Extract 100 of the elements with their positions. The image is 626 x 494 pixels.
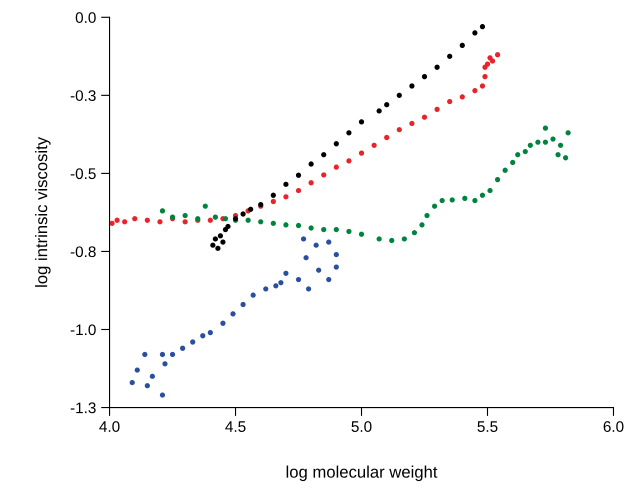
point [447,54,452,59]
point [190,339,196,345]
point [296,188,302,194]
y-tick-label: -1.0 [70,324,96,336]
x-tick-label: 5.0 [352,421,372,432]
y-tick-label: 0.0 [76,12,96,23]
point [258,219,264,224]
point [515,152,520,158]
point [240,211,246,217]
point [150,374,155,379]
y-axis-title: log intrinsic viscosity [35,136,51,287]
point [296,172,302,178]
point [250,292,256,298]
point [334,141,339,146]
point [346,228,352,234]
x-tick-label: 4.0 [99,421,120,432]
point [308,225,314,231]
y-tick-label: -0.5 [70,168,96,180]
point [447,98,452,104]
point [283,182,289,187]
point [162,361,168,366]
point [270,220,276,226]
point [412,230,418,236]
x-tick-label: 5.5 [477,421,498,432]
point [480,192,486,198]
point [303,255,309,260]
point [358,150,364,156]
x-axis-title: log molecular weight [286,466,438,482]
point [396,127,402,132]
point [210,242,216,248]
point [482,74,488,80]
y-tick-label: -0.8 [70,246,96,258]
point [376,236,382,242]
point [372,142,377,148]
point [240,302,246,308]
point [212,214,218,220]
point [472,88,478,94]
point [246,218,251,223]
point [434,106,440,112]
point [358,232,364,237]
point [114,218,120,223]
point [409,120,415,126]
point [409,83,415,89]
point [308,161,314,167]
point [424,212,430,218]
point [208,330,213,336]
point [202,204,208,209]
point [334,264,339,270]
point [212,236,218,242]
point [218,233,224,238]
point [157,219,163,224]
point [550,136,556,142]
point [278,280,284,286]
point [215,246,220,251]
point [270,198,276,204]
point [542,140,548,145]
point [490,58,496,64]
point [208,218,213,223]
point [558,142,564,148]
point [220,320,226,326]
point [460,94,465,100]
point [434,64,440,70]
point [283,194,289,200]
point [220,239,226,245]
point [182,212,188,218]
point [358,119,364,124]
point [384,134,390,140]
point [170,352,176,358]
point [132,216,138,222]
point [326,276,332,282]
point [542,126,548,131]
point [528,142,533,148]
point [110,220,115,226]
y-tick-label: -1.3 [70,402,96,414]
point [180,346,186,351]
point [160,352,166,358]
point [535,140,540,145]
point [230,311,236,316]
point [472,30,478,36]
x-tick-label: 6.0 [604,421,624,432]
point [376,108,382,114]
point [419,222,425,228]
point [566,130,571,136]
point [422,74,428,80]
point [462,196,468,201]
point [308,180,314,186]
point [522,148,528,154]
point [389,238,394,244]
point [225,224,231,230]
point [316,268,322,273]
point [472,198,478,204]
point [510,160,516,166]
point [402,236,407,242]
point [263,286,268,292]
y-tick-label: -0.3 [70,90,96,102]
point [487,188,493,194]
point [321,172,326,178]
point [502,168,508,173]
point [160,392,166,398]
point [222,216,228,222]
